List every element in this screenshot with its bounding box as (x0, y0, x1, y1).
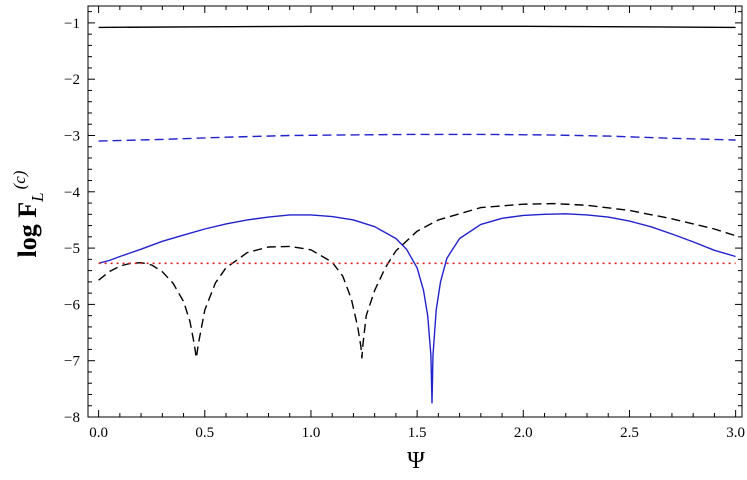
y-axis-title-subscript: L (28, 192, 47, 202)
y-tick-label: −5 (64, 241, 80, 257)
x-tick-label: 3.0 (726, 425, 745, 441)
x-tick-label: 0.5 (195, 425, 214, 441)
y-tick-label: −1 (64, 16, 80, 32)
x-tick-label: 1.5 (408, 425, 427, 441)
series-line-1 (98, 25, 736, 29)
x-tick-label: 0.0 (89, 425, 108, 441)
series-line-3 (98, 213, 736, 404)
y-axis-title: log FL (c) (10, 170, 47, 257)
tick-layer: 0.0 0.5 1.0 1.5 2.0 2.5 3.0 −1 −2 −3 −4 −5 −6 −7 −8 (64, 6, 745, 441)
y-tick-label: −6 (64, 297, 80, 313)
x-tick-label: 2.5 (620, 425, 639, 441)
series-layer (98, 25, 736, 404)
y-tick-label: −3 (64, 128, 80, 144)
y-tick-label: −7 (64, 354, 80, 370)
x-tick-label: 2.0 (514, 425, 533, 441)
y-tick-label: −2 (64, 72, 80, 88)
y-tick-label: −4 (64, 185, 80, 201)
series-line-2 (98, 133, 736, 142)
y-axis-title-main: log F (13, 202, 42, 258)
y-tick-label: −8 (64, 410, 80, 426)
x-tick-label: 1.0 (302, 425, 321, 441)
x-axis-title: Ψ (407, 448, 425, 474)
y-axis-title-superscript: (c) (10, 170, 29, 189)
series-line-4 (98, 202, 736, 359)
plot-frame (87, 5, 743, 418)
